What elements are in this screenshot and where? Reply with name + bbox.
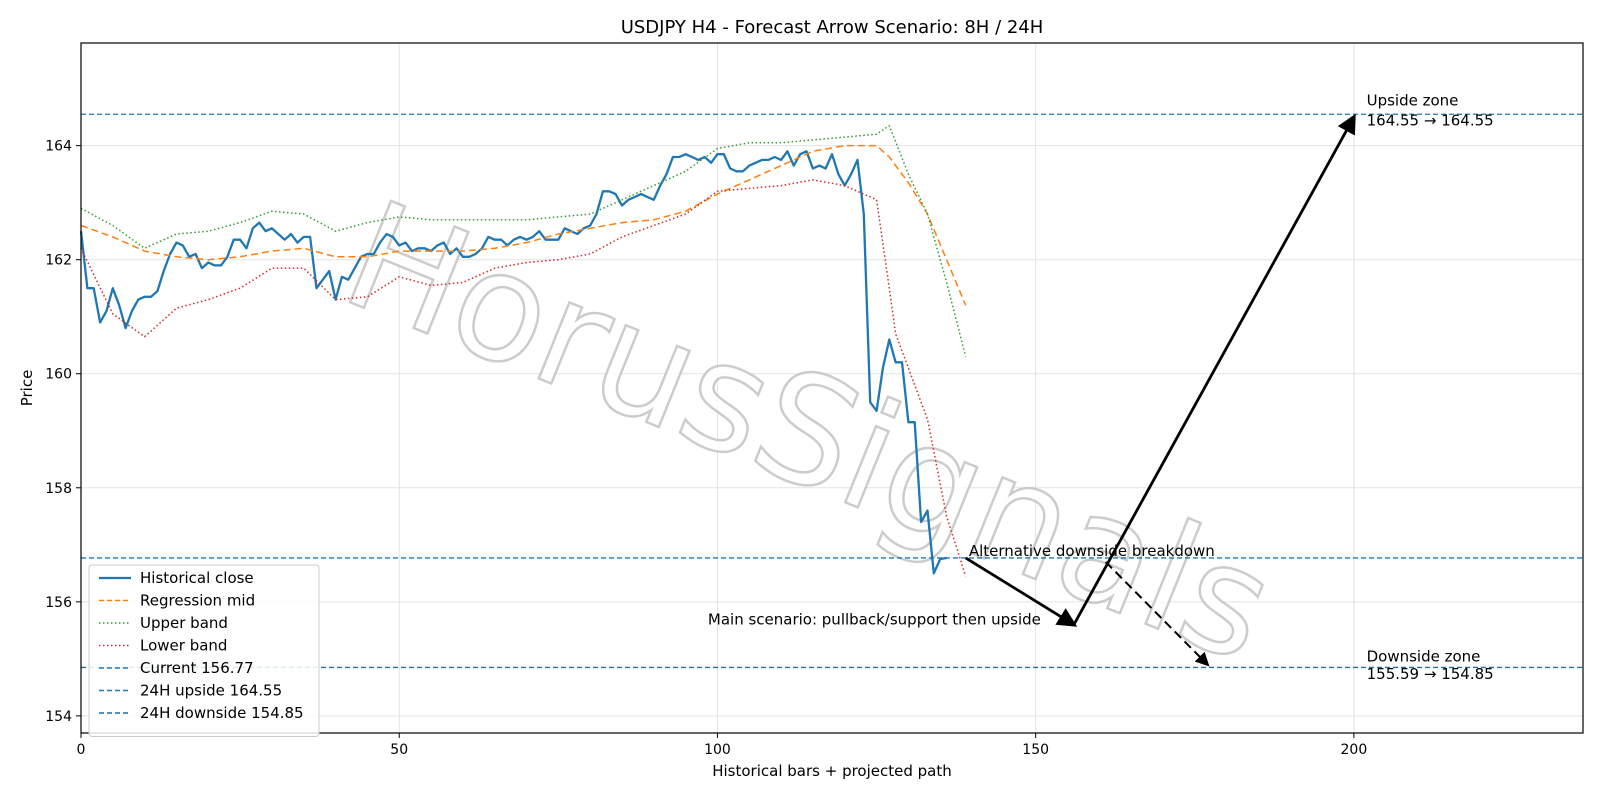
forecast-arrow — [964, 556, 1078, 627]
grid — [80, 43, 1583, 733]
series-line — [80, 179, 967, 577]
legend-label: Historical close — [140, 569, 254, 587]
x-tick-label: 50 — [390, 742, 408, 758]
y-tick-label: 160 — [45, 367, 72, 383]
series-lines — [79, 124, 967, 577]
annotation-label: 155.59 → 154.85 — [1367, 665, 1494, 683]
legend: Historical close Regression mid Upper band… — [88, 564, 320, 737]
legend-label: 24H downside 154.85 — [140, 704, 304, 722]
legend-label: Upper band — [140, 614, 228, 632]
x-tick-label: 100 — [704, 742, 731, 758]
y-tick-label: 154 — [45, 709, 72, 725]
annotation-label: 164.55 → 164.55 — [1367, 112, 1494, 130]
y-axis: 154 156 158 160 162 164 — [45, 139, 81, 725]
annotation-label: Upside zone — [1367, 92, 1459, 110]
reference-lines — [81, 113, 1583, 669]
chart-title: USDJPY H4 - Forecast Arrow Scenario: 8H … — [621, 17, 1044, 38]
forecast-arrow — [1072, 113, 1356, 626]
plot-frame — [80, 42, 1584, 734]
y-tick-label: 162 — [45, 253, 72, 269]
legend-label: Current 156.77 — [140, 659, 254, 677]
y-axis-title: Price — [18, 370, 36, 407]
annotation-label: Downside zone — [1367, 648, 1481, 666]
y-tick-label: 158 — [45, 481, 72, 497]
annotation-label: Main scenario: pullback/support then ups… — [708, 611, 1041, 629]
legend-label: Regression mid — [140, 592, 255, 610]
series-line — [80, 124, 967, 357]
series-line — [79, 150, 947, 575]
forecast-arrow — [1104, 561, 1210, 667]
legend-label: 24H upside 164.55 — [140, 682, 282, 700]
x-tick-label: 0 — [77, 742, 86, 758]
x-tick-label: 150 — [1022, 742, 1049, 758]
legend-label: Lower band — [140, 637, 227, 655]
y-tick-label: 164 — [45, 139, 72, 155]
x-axis-title: Historical bars + projected path — [712, 762, 952, 780]
forecast-arrows — [964, 113, 1356, 667]
legend-box — [88, 564, 320, 737]
annotations: Main scenario: pullback/support then ups… — [708, 92, 1494, 683]
x-tick-label: 200 — [1341, 742, 1368, 758]
series-line — [80, 144, 967, 306]
y-tick-label: 156 — [45, 595, 72, 611]
x-axis: 0 50 100 150 200 — [77, 733, 1368, 758]
annotation-label: Alternative downside breakdown — [969, 542, 1215, 560]
